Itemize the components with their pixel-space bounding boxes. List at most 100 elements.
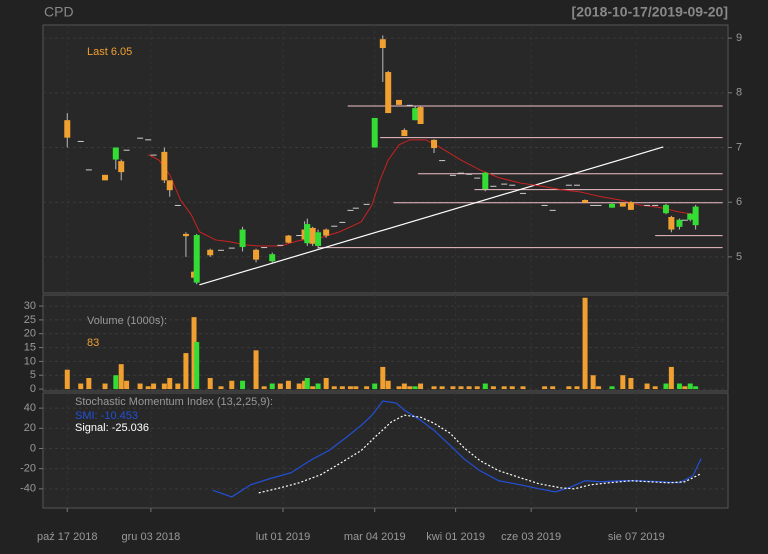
y-tick-label: 0 <box>30 442 36 454</box>
volume-bar <box>380 366 386 390</box>
candle-body <box>449 174 456 176</box>
candle-body <box>681 219 688 221</box>
candle-body <box>417 107 424 124</box>
volume-bar <box>86 377 92 390</box>
volume-bar <box>118 364 124 390</box>
candle-body <box>352 207 359 209</box>
candle-body <box>431 139 438 149</box>
candle-body <box>269 254 276 262</box>
candle-body <box>549 209 556 211</box>
y-tick-label: 0 <box>30 383 36 395</box>
indicator-line <box>258 414 702 494</box>
candle-body <box>137 137 144 139</box>
candle-body <box>331 225 338 227</box>
candle-body <box>145 139 152 141</box>
volume-bar <box>385 380 391 390</box>
candle-body <box>412 108 419 121</box>
volume-bar <box>167 377 173 390</box>
candle-body <box>304 224 311 244</box>
candle-body <box>609 203 616 208</box>
volume-bar <box>296 383 302 390</box>
candle-body <box>150 154 157 156</box>
volume-bar <box>175 383 181 390</box>
x-tick-label: gru 03 2018 <box>122 531 181 543</box>
volume-bar <box>364 386 370 390</box>
candle-body <box>439 160 446 162</box>
volume-bar <box>663 383 669 390</box>
candle-body <box>277 244 284 246</box>
candle-body <box>102 174 109 181</box>
volume-bar <box>207 377 213 390</box>
volume-bar <box>418 383 424 390</box>
candle-body <box>541 204 548 206</box>
x-tick-label: lut 01 2019 <box>256 531 310 543</box>
volume-bar <box>137 383 143 390</box>
x-tick-label: kwi 01 2019 <box>426 531 485 543</box>
y-tick-label: 7 <box>736 141 742 153</box>
volume-bar <box>218 386 224 390</box>
volume-bar <box>401 383 407 390</box>
candle-body <box>401 130 408 137</box>
candle-body <box>652 204 659 206</box>
y-tick-label: 9 <box>736 32 742 44</box>
legend-entry: SMI: -10.453 <box>75 410 138 422</box>
candle-body <box>371 117 378 148</box>
y-tick-label: 10 <box>24 355 36 367</box>
volume-bar <box>347 386 353 390</box>
candle-body <box>285 235 292 243</box>
candle-body <box>676 219 683 227</box>
volume-bar <box>596 386 602 390</box>
volume-bar <box>339 386 345 390</box>
candle-body <box>662 204 669 214</box>
candle-body <box>466 173 473 175</box>
candle-body <box>687 213 694 220</box>
candle-body <box>490 185 497 187</box>
y-tick-label: 20 <box>24 328 36 340</box>
volume-bar <box>652 386 658 390</box>
candle-body <box>112 147 119 160</box>
candle-body <box>385 72 392 114</box>
volume-bar <box>331 386 337 390</box>
y-tick-label: -20 <box>20 463 36 475</box>
panel <box>42 24 729 294</box>
candle-body <box>174 204 181 206</box>
volume-bar <box>550 386 556 390</box>
x-tick-label: paź 17 2018 <box>37 531 98 543</box>
candle-body <box>296 235 303 237</box>
candle-body <box>309 227 316 244</box>
candle-body <box>228 247 235 249</box>
volume-bar <box>693 386 699 390</box>
volume-bar <box>474 386 480 390</box>
volume-bar <box>396 386 402 390</box>
volume-bar <box>323 377 329 390</box>
volume-bar <box>353 386 359 390</box>
last-price: Last 6.05 <box>87 46 132 58</box>
y-tick-label: 30 <box>24 300 36 312</box>
volume-bar <box>113 375 119 390</box>
volume-bar <box>240 380 246 390</box>
volume-bar <box>682 386 688 390</box>
y-tick-label: 25 <box>24 314 36 326</box>
volume-bar <box>490 386 496 390</box>
y-tick-label: 6 <box>736 196 742 208</box>
candle-body <box>520 192 527 194</box>
chart-title: CPD <box>44 4 74 20</box>
volume-bar <box>620 375 626 390</box>
candle-body <box>253 249 260 260</box>
y-tick-label: 40 <box>24 402 36 414</box>
candle-body <box>379 39 386 48</box>
volume-bar <box>466 386 472 390</box>
volume-bar <box>285 380 291 390</box>
volume-title: Volume (1000s): <box>87 315 167 327</box>
volume-bar <box>269 383 275 390</box>
volume-bar <box>161 383 167 390</box>
volume-bar <box>687 383 693 390</box>
legend-entry: Signal: -25.036 <box>75 422 149 434</box>
candle-body <box>627 202 634 210</box>
candle-body <box>509 184 516 186</box>
candle-body <box>217 249 224 251</box>
volume-bar <box>431 386 437 390</box>
indicator-title: Stochastic Momentum Index (13,2,25,9): <box>75 396 273 408</box>
candle-body <box>239 229 246 248</box>
